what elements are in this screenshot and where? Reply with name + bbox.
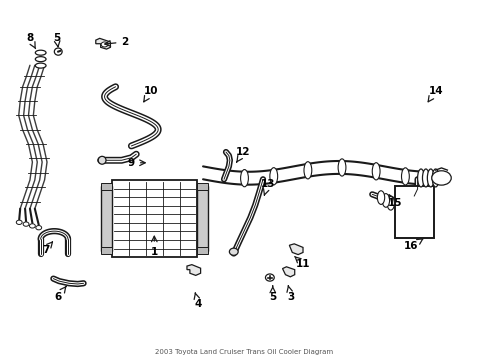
- Bar: [101, 247, 112, 254]
- Ellipse shape: [377, 191, 384, 204]
- Ellipse shape: [427, 169, 433, 187]
- Ellipse shape: [98, 156, 106, 164]
- Ellipse shape: [371, 163, 379, 180]
- Ellipse shape: [304, 162, 311, 179]
- Polygon shape: [289, 244, 303, 255]
- Text: 5: 5: [53, 33, 61, 47]
- Ellipse shape: [35, 50, 46, 55]
- Text: 12: 12: [236, 147, 250, 162]
- Bar: [197, 186, 207, 251]
- Bar: [101, 183, 112, 190]
- Ellipse shape: [431, 169, 438, 187]
- Circle shape: [16, 220, 22, 225]
- Circle shape: [23, 222, 29, 226]
- Ellipse shape: [54, 48, 62, 55]
- Text: 4: 4: [194, 293, 202, 309]
- Bar: [197, 183, 207, 190]
- Circle shape: [431, 171, 450, 185]
- Ellipse shape: [240, 170, 248, 187]
- Ellipse shape: [229, 248, 238, 255]
- Bar: [197, 247, 207, 254]
- Ellipse shape: [35, 63, 46, 68]
- Ellipse shape: [269, 168, 277, 185]
- Bar: [394, 186, 433, 238]
- Text: 10: 10: [143, 86, 158, 102]
- Polygon shape: [96, 39, 110, 49]
- Text: 11: 11: [294, 256, 309, 269]
- Bar: [101, 186, 112, 251]
- Ellipse shape: [422, 169, 428, 187]
- Text: 14: 14: [427, 86, 442, 102]
- Polygon shape: [186, 265, 200, 275]
- Text: 2: 2: [104, 37, 128, 47]
- Text: 6: 6: [55, 287, 66, 302]
- Polygon shape: [282, 267, 294, 277]
- Circle shape: [29, 224, 35, 228]
- Ellipse shape: [401, 168, 408, 185]
- Text: 7: 7: [42, 242, 52, 255]
- Text: 3: 3: [286, 286, 294, 302]
- Text: 5: 5: [268, 286, 276, 302]
- Text: 2003 Toyota Land Cruiser Trans Oil Cooler Diagram: 2003 Toyota Land Cruiser Trans Oil Coole…: [155, 349, 333, 355]
- Text: 15: 15: [386, 195, 401, 208]
- Ellipse shape: [265, 274, 274, 281]
- Text: 1: 1: [150, 236, 158, 257]
- Text: 9: 9: [127, 158, 145, 168]
- Ellipse shape: [417, 169, 424, 187]
- Text: 16: 16: [403, 238, 423, 251]
- Text: 13: 13: [260, 179, 275, 195]
- Text: 8: 8: [26, 33, 36, 49]
- Ellipse shape: [35, 57, 46, 62]
- Circle shape: [36, 226, 41, 230]
- Circle shape: [101, 42, 108, 47]
- Polygon shape: [203, 161, 429, 185]
- Ellipse shape: [382, 194, 389, 207]
- Bar: [112, 180, 197, 257]
- Ellipse shape: [386, 197, 394, 210]
- Ellipse shape: [337, 159, 345, 176]
